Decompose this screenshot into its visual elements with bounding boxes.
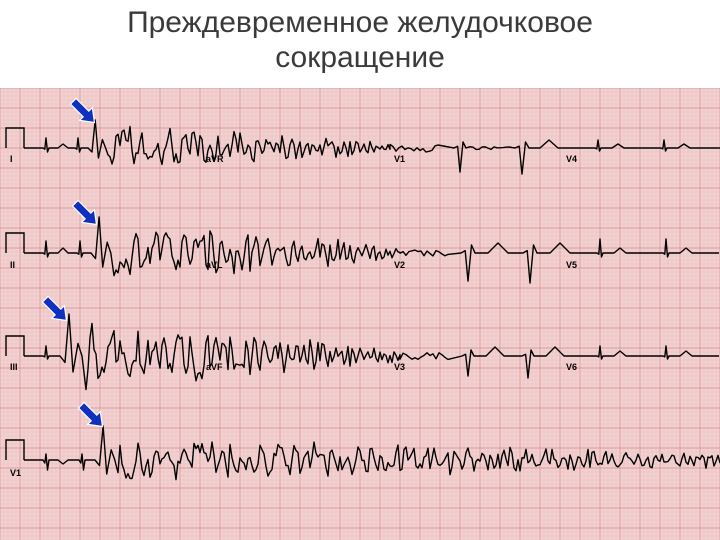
ecg-strip: IaVR V1 V4 II aVL V2 V5 III aVF V3 V6 V1: [0, 88, 720, 540]
lead-label: V6: [566, 362, 577, 372]
lead-label: V1: [394, 154, 405, 164]
lead-label: II: [10, 260, 15, 270]
lead-label: V5: [566, 260, 577, 270]
lead-label: I: [10, 154, 13, 164]
lead-label: aVL: [206, 260, 223, 270]
ecg-grid: IaVR V1 V4 II aVL V2 V5 III aVF V3 V6 V1: [0, 88, 720, 540]
lead-label: III: [10, 362, 18, 372]
lead-label: V1: [10, 468, 21, 478]
title-line2: сокращение: [275, 41, 445, 74]
lead-label: V3: [394, 362, 405, 372]
title-line1: Преждевременное желудочковое: [127, 6, 593, 39]
slide-title: Преждевременное желудочковое сокращение: [0, 0, 720, 75]
lead-label: V4: [566, 154, 577, 164]
slide: Преждевременное желудочковое сокращение …: [0, 0, 720, 540]
lead-label: aVR: [206, 154, 224, 164]
lead-label: aVF: [206, 362, 223, 372]
lead-label: V2: [394, 260, 405, 270]
